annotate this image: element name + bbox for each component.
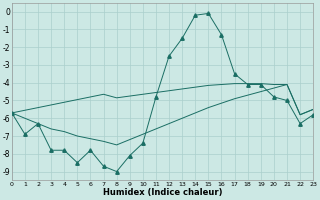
X-axis label: Humidex (Indice chaleur): Humidex (Indice chaleur) xyxy=(103,188,222,197)
